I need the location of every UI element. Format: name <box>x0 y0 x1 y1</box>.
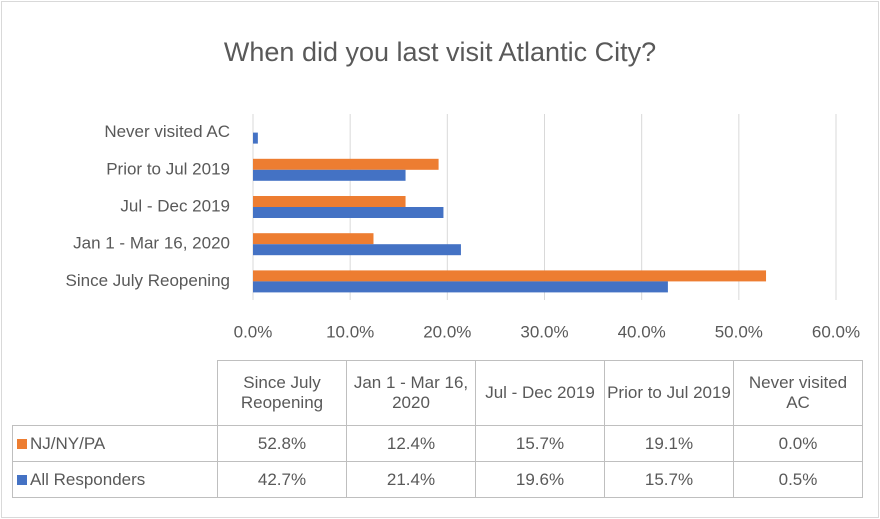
table-header: Since July Reopening Jan 1 - Mar 16, 2020… <box>13 360 863 426</box>
x-tick-label: 10.0% <box>326 322 374 341</box>
value-cell: 21.4% <box>346 461 476 498</box>
x-tick-label: 50.0% <box>715 322 763 341</box>
bar <box>253 281 668 293</box>
value-cell: 15.7% <box>604 461 734 498</box>
value-cell: 42.7% <box>217 461 347 498</box>
y-tick-label: Prior to Jul 2019 <box>106 159 230 178</box>
legend-label: NJ/NY/PA <box>30 433 106 453</box>
legend-label: All Responders <box>30 469 146 489</box>
value-cell: 19.6% <box>475 461 605 498</box>
y-tick-label: Jul - Dec 2019 <box>120 196 230 215</box>
bar <box>253 158 439 170</box>
data-table: Since July Reopening Jan 1 - Mar 16, 2020… <box>12 360 863 498</box>
bar <box>253 169 406 181</box>
blank-cell <box>13 361 218 426</box>
legend-cell: NJ/NY/PA <box>12 425 218 462</box>
y-tick-label: Since July Reopening <box>66 271 230 290</box>
y-tick-label: Jan 1 - Mar 16, 2020 <box>73 234 230 253</box>
legend-cell: All Responders <box>12 461 218 498</box>
x-tick-label: 40.0% <box>618 322 666 341</box>
column-header: Jan 1 - Mar 16, 2020 <box>346 360 476 426</box>
value-cell: 0.0% <box>733 425 863 462</box>
table-row: NJ/NY/PA 52.8% 12.4% 15.7% 19.1% 0.0% <box>12 425 863 462</box>
bar <box>253 233 374 245</box>
x-tick-label: 60.0% <box>812 322 860 341</box>
bar <box>253 270 767 282</box>
table-row: All Responders 42.7% 21.4% 19.6% 15.7% 0.5% <box>12 461 863 498</box>
bar <box>253 132 258 144</box>
x-tick-label: 30.0% <box>520 322 568 341</box>
value-cell: 52.8% <box>217 425 347 462</box>
column-header: Since July Reopening <box>217 360 347 426</box>
value-cell: 12.4% <box>346 425 476 462</box>
value-cell: 0.5% <box>733 461 863 498</box>
bar <box>253 244 461 256</box>
column-header: Prior to Jul 2019 <box>604 360 734 426</box>
column-header: Never visited AC <box>733 360 863 426</box>
bar <box>253 207 444 218</box>
legend-key <box>17 474 27 485</box>
bar <box>253 196 406 207</box>
x-tick-label: 20.0% <box>423 322 471 341</box>
value-cell: 15.7% <box>475 425 605 462</box>
legend-key <box>17 438 27 449</box>
value-cell: 19.1% <box>604 425 734 462</box>
chart-title: When did you last visit Atlantic City? <box>224 37 656 67</box>
column-header: Jul - Dec 2019 <box>475 360 605 426</box>
x-tick-label: 0.0% <box>234 322 273 341</box>
y-tick-label: Never visited AC <box>104 122 230 141</box>
